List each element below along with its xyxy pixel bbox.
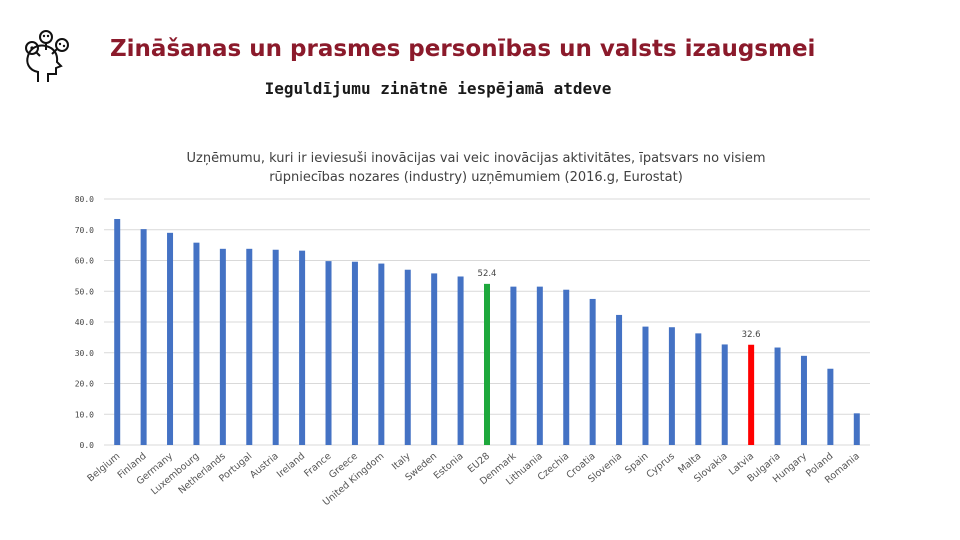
chart-title-line-1: Uzņēmumu, kuri ir ieviesuši inovācijas v…	[186, 151, 765, 166]
bar-hungary	[800, 355, 807, 445]
bar-czechia	[563, 289, 570, 445]
bar-croatia	[589, 298, 596, 445]
bar-slovakia	[721, 344, 728, 445]
bar-finland	[140, 229, 147, 445]
bar-poland	[827, 368, 834, 445]
data-label: 32.6	[742, 330, 761, 340]
bar-eu28	[484, 283, 490, 445]
bar-ireland	[299, 250, 306, 445]
x-tick-label: Belgium	[85, 451, 122, 484]
x-tick-label: Ireland	[275, 451, 307, 481]
bar-austria	[272, 249, 279, 445]
page-title: Zināšanas un prasmes personības un valst…	[110, 36, 816, 62]
y-tick-label: 80.0	[75, 195, 94, 204]
head-ideas-icon	[25, 30, 69, 82]
y-tick-label: 50.0	[75, 287, 94, 296]
bar-slovenia	[616, 314, 623, 445]
data-label: 52.4	[478, 269, 497, 279]
y-tick-label: 70.0	[75, 226, 94, 235]
bar-france	[325, 261, 332, 445]
x-tick-label: Austria	[248, 451, 281, 481]
y-tick-label: 60.0	[75, 257, 94, 266]
y-tick-label: 40.0	[75, 318, 94, 327]
bar-denmark	[510, 286, 517, 445]
bar-malta	[695, 333, 702, 445]
bar-belgium	[114, 218, 121, 445]
y-tick-label: 0.0	[80, 441, 95, 450]
bar-germany	[167, 232, 174, 445]
y-tick-label: 10.0	[75, 410, 94, 419]
bar-greece	[351, 261, 358, 445]
bar-spain	[642, 326, 649, 445]
chart-title-line-2: rūpniecības nozares (industry) uzņēmumie…	[269, 170, 683, 185]
bar-portugal	[246, 248, 253, 445]
bar-latvia	[748, 344, 755, 445]
bar-estonia	[457, 276, 464, 445]
y-tick-label: 20.0	[75, 380, 94, 389]
bar-lithuania	[536, 286, 543, 445]
bar-luxembourg	[193, 242, 200, 445]
bar-italy	[404, 269, 411, 445]
bar-cyprus	[668, 327, 675, 445]
bar-united-kingdom	[378, 263, 385, 445]
x-tick-label: Cyprus	[644, 451, 677, 481]
bar-sweden	[431, 273, 438, 445]
x-tick-label: Estonia	[432, 451, 466, 482]
bar-bulgaria	[774, 347, 781, 445]
page-subtitle: Ieguldījumu zinātnē iespējamā atdeve	[264, 79, 612, 98]
y-tick-label: 30.0	[75, 349, 94, 358]
bar-netherlands	[219, 248, 226, 445]
bar-romania	[853, 413, 860, 445]
